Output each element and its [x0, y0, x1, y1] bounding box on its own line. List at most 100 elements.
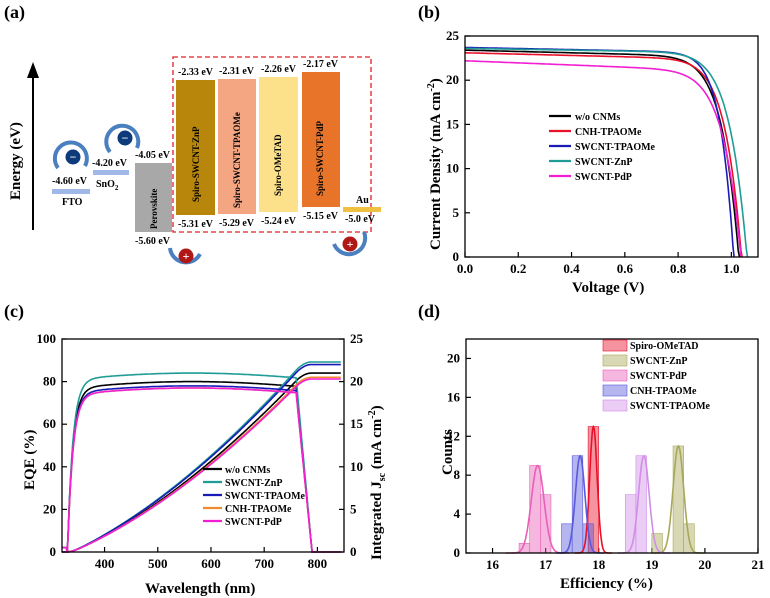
curved-arrow-icon	[104, 123, 141, 154]
y-right-tick-label: 15	[350, 416, 364, 431]
jv-curve-w-o-cnms	[464, 49, 741, 258]
legend-label: SWCNT-PdP	[630, 371, 687, 382]
jsc-curve-swcnt-znp	[62, 361, 341, 553]
legend-swatch	[602, 399, 628, 412]
curved-arrow-icon	[332, 231, 368, 257]
eqe-curve-swcnt-pdp	[62, 387, 341, 553]
x-tick-label: 20	[698, 557, 711, 572]
legend-label: SWCNT-TPAOMe	[225, 491, 306, 502]
legend-label: CNH-TPAOMe	[575, 127, 642, 138]
fto-energy-label: -4.60 eV	[52, 176, 88, 187]
y-tick-label: 0	[454, 545, 461, 560]
y-tick-label: 60	[43, 416, 56, 431]
spiro-pdp-block	[302, 72, 340, 207]
perovskite-homo-label: -5.60 eV	[135, 236, 171, 247]
legend-label: Spiro-OMeTAD	[630, 341, 699, 352]
legend-swatch	[602, 384, 628, 397]
legend-label: SWCNT-TPAOMe	[630, 401, 711, 412]
x-tick-label: 400	[95, 556, 115, 571]
spiro-znp-lumo-label: -2.33 eV	[178, 67, 214, 78]
electron-transfer-fto: −	[52, 140, 89, 170]
x-tick-label: 500	[148, 556, 168, 571]
spiro-ometad-name: Spiro-OMeTAD	[273, 134, 283, 196]
jsc-curve-swcnt-tpaome	[62, 363, 341, 553]
y-right-tick-label: 25	[350, 331, 364, 346]
panel-d-label: (d)	[418, 301, 440, 322]
x-tick-label: 1.0	[723, 261, 739, 276]
x-tick-label: 19	[645, 557, 659, 572]
y-tick-label: 4	[454, 506, 461, 521]
y-tick-label: 16	[447, 389, 461, 404]
electron-transfer-sno2: −	[104, 123, 141, 154]
spiro-pdp-lumo-label: -2.17 eV	[303, 59, 339, 70]
hist-y-axis-label: Counts	[440, 429, 456, 475]
x-tick-label: 18	[592, 557, 606, 572]
jv-curve-swcnt-pdp	[465, 59, 743, 258]
svg-text:−: −	[70, 150, 77, 164]
x-tick-label: 0.6	[617, 261, 634, 276]
y-tick-label: 20	[447, 350, 460, 365]
jv-ticks: 0.0 0.2 0.4 0.6 0.8 1.0 0 5 10 15 20 25	[446, 28, 739, 276]
y-right-tick-label: 10	[350, 459, 363, 474]
spiro-ometad-homo-label: -5.24 eV	[261, 216, 297, 227]
y-tick-label: 80	[43, 374, 56, 389]
hist-bar-swcnt-tpaome	[624, 494, 637, 554]
eqe-curve-swcnt-tpaome	[62, 385, 341, 553]
panel-a: (a) Energy (eV) -4.60 eV FTO -4.20 eV Sn…	[4, 2, 381, 265]
fto-name: FTO	[62, 197, 83, 208]
panel-c-label: (c)	[4, 301, 24, 322]
spiro-tpaome-block	[218, 79, 256, 214]
y-right-tick-label: 5	[350, 501, 357, 516]
x-tick-label: 0.8	[670, 261, 687, 276]
electron-icon	[65, 149, 81, 165]
hist-legend: Spiro-OMeTAD SWCNT-ZnP SWCNT-PdP CNH-TPAOMe…	[602, 339, 711, 412]
x-tick-label: 17	[539, 557, 553, 572]
legend-label: SWCNT-ZnP	[225, 478, 282, 489]
y-tick-label: 15	[446, 116, 460, 131]
perovskite-name: Perovskite	[149, 189, 159, 229]
eqe-legend: w/o CNMs SWCNT-ZnP SWCNT-TPAOMe CNH-TPAOMe S…	[203, 465, 306, 528]
hole-transfer-perovskite: +	[168, 247, 202, 265]
legend-label: CNH-TPAOMe	[225, 504, 292, 515]
y-tick-label: 20	[43, 501, 56, 516]
y-tick-label: 20	[446, 72, 459, 87]
panel-b: (b) Current Density (mA cm-2) Voltage (V…	[418, 2, 759, 296]
spiro-ometad-lumo-label: -2.26 eV	[261, 64, 297, 75]
perovskite-block	[135, 163, 172, 232]
x-tick-label: 700	[254, 556, 274, 571]
legend-label: SWCNT-ZnP	[575, 157, 632, 168]
legend-label: w/o CNMs	[575, 112, 620, 123]
jv-x-axis-label: Voltage (V)	[572, 280, 644, 296]
x-tick-label: 21	[752, 557, 765, 572]
x-tick-label: 0.2	[510, 261, 526, 276]
eqe-curve-swcnt-znp	[62, 372, 341, 553]
legend-label: SWCNT-PdP	[225, 517, 282, 528]
curved-arrow-icon	[52, 140, 89, 170]
x-tick-label: 600	[201, 556, 221, 571]
legend-swatch	[602, 369, 628, 382]
hole-icon	[178, 248, 194, 264]
hole-icon	[342, 236, 358, 252]
y-tick-label: 25	[446, 28, 460, 43]
x-tick-label: 16	[486, 557, 500, 572]
jv-y-axis-label: Current Density (mA cm-2)	[426, 78, 444, 250]
spiro-pdp-name: Spiro-SWCNT-PdP	[315, 120, 325, 196]
spiro-tpaome-lumo-label: -2.31 eV	[219, 66, 255, 77]
x-tick-label: 0.4	[563, 261, 580, 276]
jv-plot-frame	[464, 35, 759, 258]
x-tick-label: 800	[308, 556, 328, 571]
jsc-curve-w-o-cnms	[62, 372, 341, 553]
spiro-tpaome-name: Spiro-SWCNT-TPAOMe	[232, 112, 242, 208]
eqe-plot-frame	[61, 338, 345, 553]
y-tick-label: 8	[454, 467, 461, 482]
hist-plot-frame	[465, 338, 759, 554]
x-tick-label: 0.0	[457, 261, 473, 276]
legend-label: SWCNT-PdP	[575, 172, 632, 183]
legend-label: CNH-TPAOMe	[630, 386, 697, 397]
y-tick-label: 10	[446, 161, 459, 176]
au-energy-label: -5.0 eV	[345, 214, 376, 225]
legend-swatch	[602, 339, 628, 352]
panel-c: (c) EQE (%) Integrated Jsc (mA cm-2) Wav…	[4, 301, 388, 597]
panel-a-label: (a)	[4, 2, 25, 23]
